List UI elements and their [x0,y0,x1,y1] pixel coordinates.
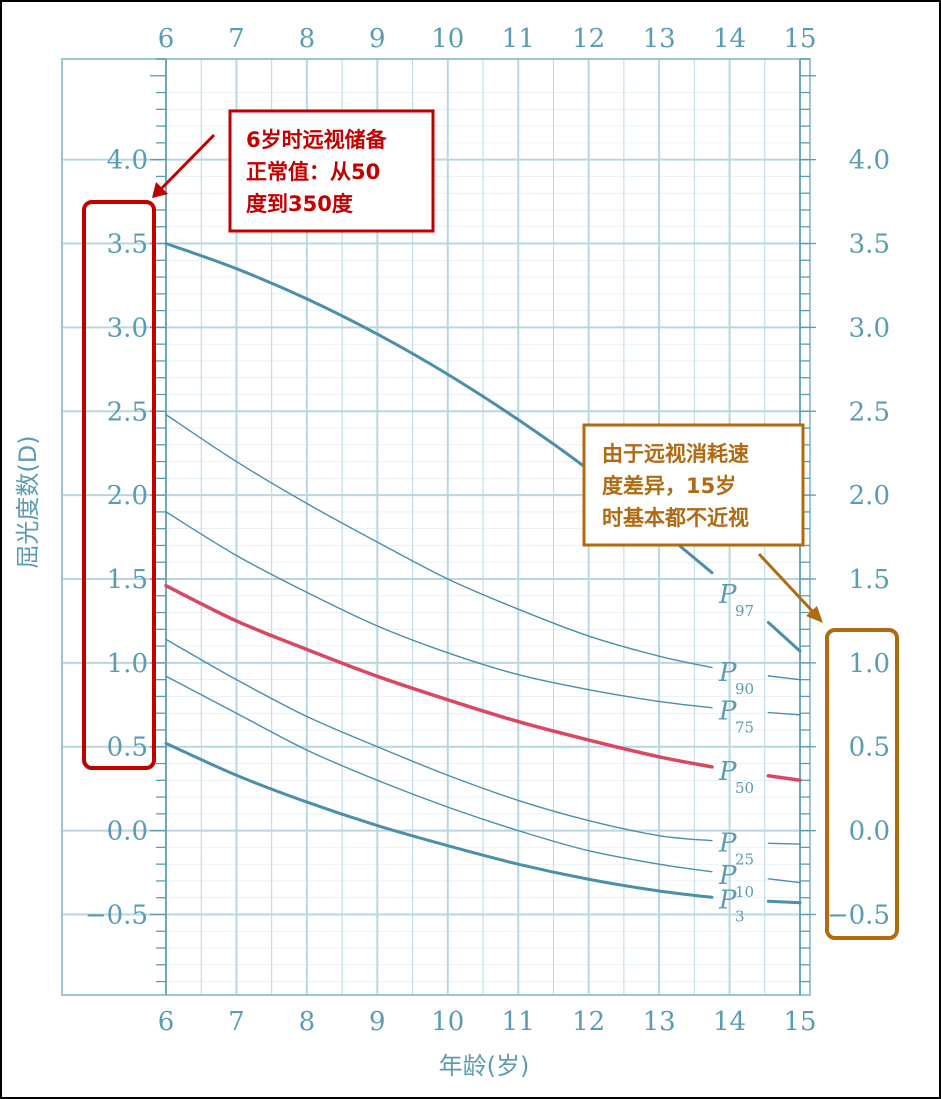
annotation-left: 6岁时远视储备 正常值：从50 度到350度 [152,109,435,233]
y-tick-label-left: 2.0 [107,481,148,511]
y-tick-label-right: 0.0 [849,817,890,847]
curve-p90-tail [767,675,801,681]
plot-border [61,58,811,996]
x-tick-label-top: 15 [783,24,816,54]
y-tick-label-right: 4.0 [849,146,890,176]
curve-p25-tail [767,842,801,845]
curve-label-p25: P [718,829,737,859]
curve-label-sub-p3: 3 [735,908,745,926]
annotation-right-box [582,423,805,547]
y-tick-label-left: −0.5 [85,900,148,930]
y-tick-label-right: 0.5 [849,733,890,763]
annotation-left-line-2: 正常值：从50 [246,160,380,184]
x-tick-label-bottom: 12 [572,1007,605,1037]
y-tick-label-left: 1.5 [107,565,148,595]
right-axis-ticks [799,58,816,995]
annotation-left-line-1: 6岁时远视储备 [246,128,388,152]
x-tick-label-bottom: 7 [228,1007,245,1037]
left-axis-highlight-box [82,200,156,770]
right-axis-highlight-box [825,628,899,940]
y-tick-label-right: 2.5 [849,397,890,427]
annotation-left-line-3: 度到350度 [246,192,353,216]
x-tick-label-top: 6 [158,24,175,54]
x-tick-label-bottom: 15 [783,1007,816,1037]
x-tick-label-bottom: 6 [158,1007,175,1037]
curve-p50-tail [766,774,802,783]
curve-label-sub-p25: 25 [735,851,754,869]
curve-label-p90: P [718,658,737,688]
curve-label-p97: P [718,580,737,610]
curve-p50 [164,583,714,769]
y-tick-label-right: 3.5 [849,230,890,260]
curve-p75-tail [767,711,801,716]
x-tick-label-top: 9 [369,24,386,54]
x-axis-bottom-labels: 6 7 8 9 10 11 12 13 14 15 [158,1007,817,1037]
curve-p10 [165,675,713,873]
curve-label-sub-p10: 10 [735,883,754,901]
y-tick-label-left: 3.0 [107,313,148,343]
annotation-right: 由于远视消耗速 度差异，15岁 时基本都不近视 [582,423,823,623]
x-tick-label-bottom: 11 [502,1007,535,1037]
y-axis-left-labels: 4.0 3.5 3.0 2.5 2.0 1.5 1.0 0.5 0.0 −0.5 [85,146,148,931]
x-axis-title: 年龄(岁) [439,1052,530,1080]
x-tick-label-bottom: 8 [299,1007,316,1037]
curve-p97-tail [766,620,802,653]
annotation-right-arrow [757,552,817,616]
annotation-left-arrow [158,133,216,192]
annotation-right-line-2: 度差异，15岁 [602,474,736,498]
y-tick-label-left: 0.5 [107,733,148,763]
curve-p25 [165,638,713,842]
x-tick-label-top: 10 [431,24,464,54]
x-tick-label-bottom: 9 [369,1007,386,1037]
annotation-right-line-1: 由于远视消耗速 [602,442,749,466]
curve-p3-tail [766,899,802,905]
y-tick-label-right: 2.0 [849,481,890,511]
y-tick-label-left: 0.0 [107,817,148,847]
curve-label-sub-p90: 90 [735,680,754,698]
x-tick-label-top: 12 [572,24,605,54]
grid-minor [166,58,800,995]
curve-label-sub-p97: 97 [735,602,754,620]
curve-p3 [164,741,714,899]
x-tick-label-top: 8 [299,24,316,54]
y-axis-title: 屈光度数(D) [14,435,42,568]
x-tick-label-top: 11 [502,24,535,54]
curve-p75 [165,511,713,709]
curve-label-p10: P [718,861,737,891]
x-axis-top-labels: 6 7 8 9 10 11 12 13 14 15 [158,24,817,54]
annotation-left-box [228,109,435,233]
y-tick-label-left: 3.5 [107,230,148,260]
x-tick-label-top: 13 [643,24,676,54]
annotation-left-arrowhead [152,182,168,198]
annotation-right-arrowhead [806,606,823,623]
curve-label-p50: P [718,757,737,787]
curve-label-p75: P [718,696,737,726]
y-tick-label-right: −0.5 [827,900,890,930]
y-axis-right-labels: 4.0 3.5 3.0 2.5 2.0 1.5 1.0 0.5 0.0 −0.5 [827,146,890,931]
x-tick-label-bottom: 14 [713,1007,746,1037]
y-tick-label-left: 4.0 [107,146,148,176]
x-tick-label-bottom: 10 [431,1007,464,1037]
y-tick-label-right: 1.5 [849,565,890,595]
y-tick-label-right: 1.0 [849,649,890,679]
x-tick-label-top: 7 [228,24,245,54]
curve-label-p3: P [718,886,737,916]
curve-label-sub-p75: 75 [735,718,754,736]
curve-p10-tail [767,878,801,884]
y-tick-label-left: 2.5 [107,397,148,427]
y-tick-label-right: 3.0 [849,313,890,343]
x-tick-label-bottom: 13 [643,1007,676,1037]
y-tick-label-left: 1.0 [107,649,148,679]
curve-label-sub-p50: 50 [735,779,754,797]
curve-p90 [165,413,713,669]
annotation-right-line-3: 时基本都不近视 [602,506,749,530]
x-tick-label-top: 14 [713,24,746,54]
